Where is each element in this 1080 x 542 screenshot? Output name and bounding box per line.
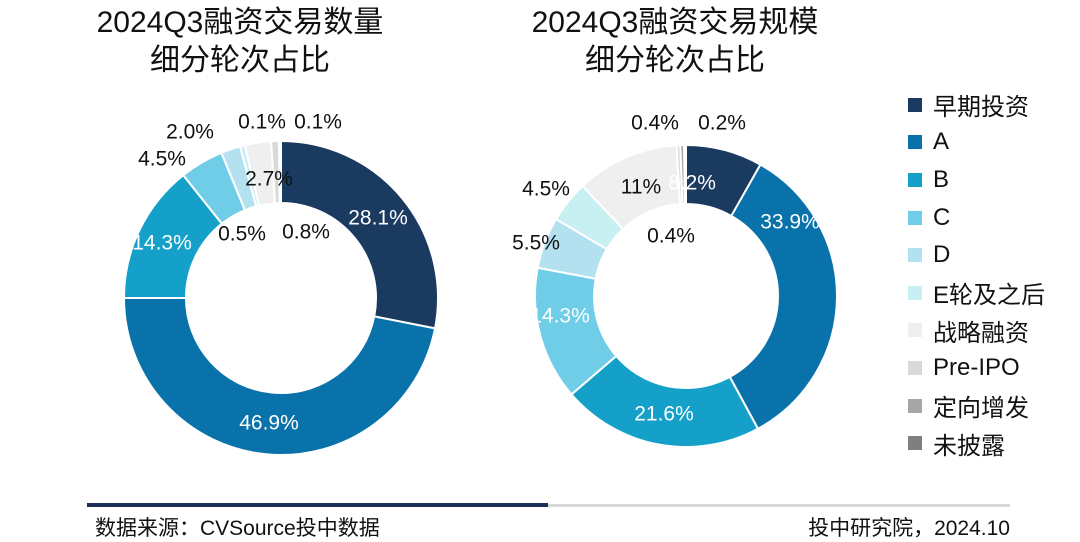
- data-label: 4.5%: [522, 178, 570, 201]
- data-label: 0.4%: [631, 112, 679, 135]
- legend-swatch: [908, 97, 922, 112]
- data-label: 14.3%: [530, 305, 590, 328]
- donut-slice-未披露: [683, 143, 687, 206]
- data-label: 5.5%: [512, 232, 560, 255]
- legend-swatch: [908, 210, 922, 225]
- legend-swatch: [908, 285, 922, 300]
- footer-source: 数据来源：CVSource投中数据: [95, 517, 380, 540]
- legend-label: 未披露: [933, 432, 1005, 460]
- legend-swatch: [908, 135, 922, 150]
- title-line-2: 细分轮次占比: [150, 44, 330, 77]
- legend-swatch: [908, 360, 922, 375]
- legend-item: 早期投资: [908, 86, 1045, 124]
- chart-title-amount: 2024Q3融资交易规模 细分轮次占比: [475, 4, 875, 80]
- data-label: 0.8%: [282, 221, 330, 244]
- legend-item: 战略融资: [908, 312, 1045, 350]
- legend-label: Pre-IPO: [933, 353, 1020, 381]
- donut-slice-未披露: [279, 139, 282, 205]
- data-label: 2.0%: [166, 121, 214, 144]
- title-line-2: 细分轮次占比: [585, 44, 765, 77]
- legend-label: 战略融资: [933, 319, 1029, 347]
- footer-divider-dark: [87, 503, 548, 507]
- legend: 早期投资 A B C D E轮及之后 战略融资 Pre-IPO 定向增发 未披露: [908, 86, 1045, 462]
- data-label: 4.5%: [138, 148, 186, 171]
- donut-slice-A: [122, 297, 437, 456]
- legend-label: A: [933, 128, 950, 156]
- legend-item: C: [908, 199, 1045, 237]
- data-label: 14.3%: [132, 232, 192, 255]
- data-label: 0.4%: [647, 225, 695, 248]
- legend-item: 未披露: [908, 424, 1045, 462]
- donut-slice-B: [570, 354, 760, 448]
- legend-label: C: [933, 203, 951, 231]
- legend-swatch: [908, 248, 922, 263]
- data-label: 11%: [621, 176, 661, 199]
- donut-slice-早期投资: [280, 139, 439, 330]
- data-label: 0.2%: [698, 112, 746, 135]
- legend-label: B: [933, 165, 950, 193]
- data-label: 0.5%: [218, 223, 266, 246]
- footer-divider-light: [548, 504, 1010, 507]
- legend-item: Pre-IPO: [908, 349, 1045, 387]
- legend-label: E轮及之后: [933, 282, 1046, 310]
- data-label: 8.2%: [668, 172, 716, 195]
- data-label: 33.9%: [760, 211, 820, 234]
- footer-credit: 投中研究院，2024.10: [808, 517, 1010, 540]
- data-label: 21.6%: [634, 403, 694, 426]
- chart-title-count: 2024Q3融资交易数量 细分轮次占比: [40, 4, 440, 80]
- legend-swatch: [908, 172, 922, 187]
- title-line-1: 2024Q3融资交易规模: [531, 6, 819, 39]
- data-label: 0.1%: [294, 111, 342, 134]
- legend-item: 定向增发: [908, 387, 1045, 425]
- legend-item: E轮及之后: [908, 274, 1045, 312]
- data-label: 46.9%: [239, 412, 299, 435]
- data-label: 2.7%: [245, 168, 293, 191]
- legend-item: D: [908, 236, 1045, 274]
- legend-swatch: [908, 436, 922, 451]
- title-line-1: 2024Q3融资交易数量: [96, 6, 384, 39]
- donut-slice-A: [728, 163, 838, 431]
- data-label: 28.1%: [348, 207, 408, 230]
- legend-label: 定向增发: [933, 395, 1029, 423]
- legend-item: B: [908, 161, 1045, 199]
- legend-label: D: [933, 241, 951, 269]
- legend-label: 早期投资: [933, 94, 1029, 122]
- legend-item: A: [908, 124, 1045, 162]
- data-label: 0.1%: [238, 111, 286, 134]
- legend-swatch: [908, 398, 922, 413]
- legend-swatch: [908, 323, 922, 338]
